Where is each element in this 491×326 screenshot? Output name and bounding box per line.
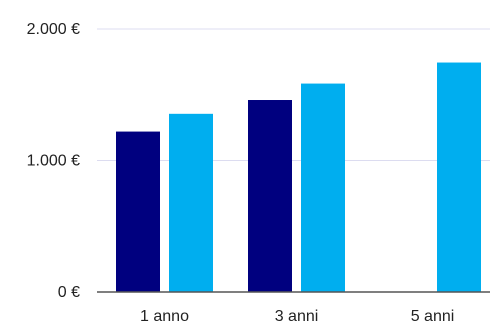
x-tick-label: 5 anni: [411, 308, 455, 325]
gridlines: [97, 28, 490, 161]
x-tick-label: 3 anni: [275, 308, 319, 325]
bar-series-1-3-anni: [248, 100, 292, 292]
bar-series-1-1-anno: [116, 131, 160, 292]
bar-series-2-1-anno: [169, 113, 213, 292]
bar-series-2-3-anni: [301, 83, 345, 292]
x-tick-label: 1 anno: [140, 308, 189, 325]
bar-series-2-5-anni: [437, 62, 481, 292]
y-tick-label: 0 €: [58, 284, 80, 301]
bars: [116, 62, 481, 292]
y-axis-tick-labels: 0 € 1.000 € 2.000 €: [27, 21, 80, 301]
y-tick-label: 1.000 €: [27, 153, 80, 170]
y-tick-label: 2.000 €: [27, 21, 80, 38]
x-axis-tick-labels: 1 anno 3 anni 5 anni: [140, 308, 454, 325]
